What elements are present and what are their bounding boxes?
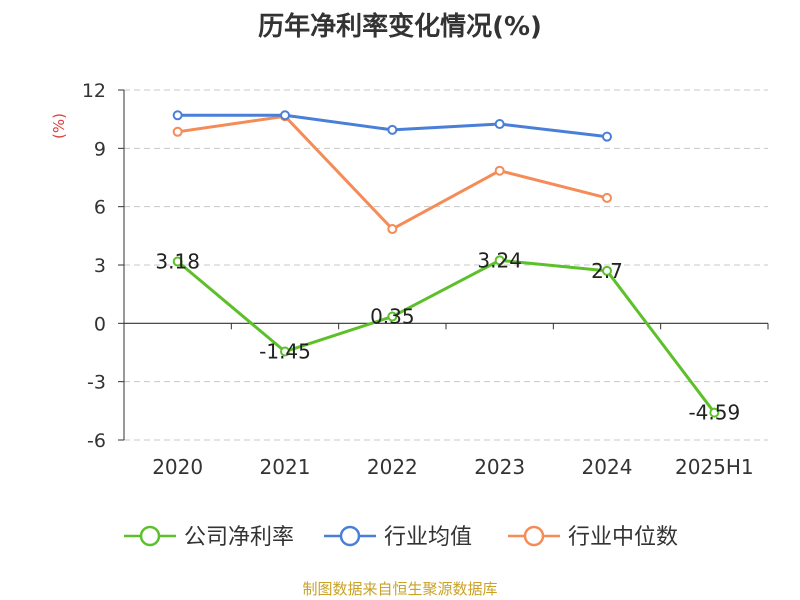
x-tick-label: 2023 [474,455,525,479]
legend-label: 行业中位数 [568,525,678,550]
data-point [172,110,183,121]
data-point [172,256,183,267]
y-tick-label: 0 [94,313,106,335]
x-tick-label: 2025H1 [675,455,754,479]
axis-layer: 12 9 6 3 0 -3 -6 2020 2021 2022 2023 2024 2025H1 [82,80,769,479]
data-point [602,192,612,203]
label-layer: 3.18 -1.45 0.35 3.24 2.7 -4.59 [155,248,740,424]
legend-marker [339,525,361,547]
data-point [494,255,505,266]
x-tick-label: 2022 [367,455,418,479]
data-point [494,119,505,130]
data-point [387,311,398,322]
legend-marker [139,525,161,547]
data-point [709,407,720,418]
legend-item: 公司净利率 [124,525,294,550]
data-point [387,124,398,135]
grid-layer [124,89,768,441]
data-label: 0.35 [370,305,415,329]
y-tick-label: 3 [94,255,106,277]
legend-item: 行业均值 [324,525,472,550]
x-tick-label: 2021 [260,455,311,479]
legend-label: 公司净利率 [184,525,294,550]
legend: 公司净利率 行业均值 行业中位数 [124,525,678,550]
data-label: 3.24 [477,248,522,272]
data-label: -4.59 [688,401,740,425]
data-point [494,165,505,176]
y-tick-label: 12 [82,80,106,102]
data-label: 3.18 [155,250,200,274]
data-point [280,346,290,357]
data-point [602,131,612,142]
y-tick-label: -3 [87,372,106,394]
x-tick-label: 2020 [152,455,203,479]
x-tick-label: 2024 [582,455,633,479]
y-tick-label: 9 [94,138,106,160]
series-layer [172,110,720,418]
data-point [387,224,398,235]
chart-title: 历年净利率变化情况(%) [258,12,542,42]
y-axis-unit-label: (%) [50,113,68,139]
legend-item: 行业中位数 [508,525,678,550]
data-point [280,110,290,121]
series-line [176,258,716,414]
data-label: -1.45 [259,340,311,364]
data-point [602,265,612,276]
y-tick-label: 6 [94,197,106,219]
y-tick-label: -6 [87,430,106,452]
data-label: 2.7 [591,259,623,283]
data-point [172,126,183,137]
legend-label: 行业均值 [384,525,472,550]
legend-marker [523,525,545,547]
source-note: 制图数据来自恒生聚源数据库 [302,580,498,598]
